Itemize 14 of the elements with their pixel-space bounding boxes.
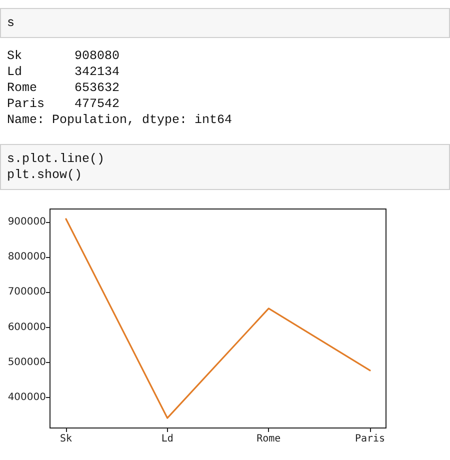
- x-tick-label: Paris: [354, 434, 386, 444]
- y-tick-label: 800000: [8, 251, 46, 262]
- x-tick-label: Rome: [256, 434, 281, 444]
- text: s: [0, 8, 450, 38]
- line-series: [65, 218, 371, 419]
- text: Sk 908080 Ld 342134 Rome 653632 Paris 477542 Name: Population, dtype: int64: [6, 48, 234, 128]
- y-tick-label: 500000: [8, 357, 46, 368]
- x-tick-label: Sk: [60, 434, 72, 444]
- y-tick-label: 600000: [8, 322, 46, 333]
- text: s.plot.line() plt.show(): [0, 144, 450, 190]
- x-tick-label: Ld: [161, 434, 174, 444]
- y-tick-label: 700000: [8, 286, 46, 298]
- y-tick-label: 900000: [8, 216, 46, 228]
- y-tick-label: 400000: [8, 392, 46, 404]
